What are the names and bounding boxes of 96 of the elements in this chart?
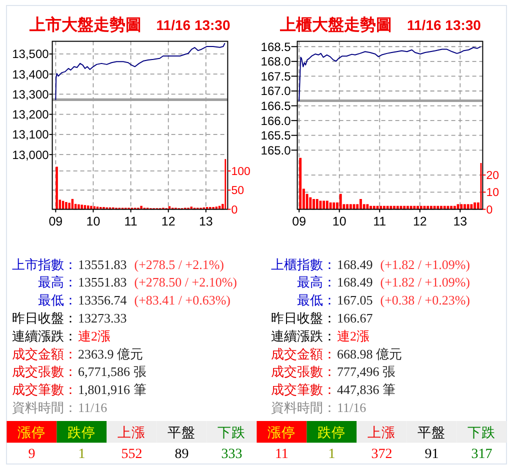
y2-tick-label: 10	[486, 187, 499, 200]
text: 11/16	[78, 400, 108, 415]
text: (+278.5 / +2.1%)	[134, 256, 224, 272]
text: (+1.82 / +1.09%)	[380, 256, 470, 272]
category-label: 漲停	[18, 424, 46, 440]
x-tick-label: 10	[86, 214, 100, 228]
data-label: 372	[371, 447, 392, 462]
text: 最低：	[38, 292, 77, 308]
category-label: 下跌	[468, 424, 496, 440]
text: 資料時間：	[12, 400, 77, 415]
x-tick-label: 10	[332, 214, 346, 228]
text: (+83.41 / +0.63%)	[134, 292, 231, 308]
text: 連2漲	[337, 328, 370, 344]
x-tick-label: 11	[124, 214, 138, 228]
text: (+1.82 / +1.09%)	[380, 274, 470, 290]
category-label: 上漲	[368, 424, 396, 440]
text: 447,836 筆	[337, 382, 396, 398]
subtitle: 11/16 13:30	[156, 17, 230, 33]
y-tick-label: 13,000	[12, 148, 50, 162]
text: 668.98 億元	[337, 346, 402, 362]
category-label: 漲停	[268, 424, 296, 440]
text: 2363.9 億元	[78, 346, 143, 362]
category-label: 平盤	[418, 424, 446, 440]
text: 168.49	[337, 256, 373, 272]
category-label: 跌停	[68, 424, 96, 440]
data-label: 91	[424, 447, 439, 462]
text: 連續漲跌：	[271, 328, 336, 344]
data-label: 333	[221, 447, 242, 462]
text: 成交金額：	[12, 346, 77, 362]
text: 上市指數：	[12, 256, 77, 272]
y2-tick-label: 100	[231, 166, 250, 178]
data-label: 9	[28, 447, 36, 462]
text: 成交張數：	[12, 364, 77, 380]
x-tick-label: 13	[198, 214, 213, 228]
y2-tick-label: 20	[486, 170, 499, 182]
y2-tick-label: 0	[486, 204, 493, 216]
data-label: 552	[121, 447, 142, 462]
text: 連續漲跌：	[12, 328, 77, 344]
y-tick-label: 167.5	[260, 69, 292, 84]
data-label: 317	[471, 447, 492, 462]
text: 成交張數：	[271, 364, 336, 380]
text: 昨日收盤：	[12, 310, 77, 326]
text: 11/16	[337, 400, 367, 415]
y-tick-label: 166.0	[260, 114, 292, 128]
text: (+0.38 / +0.23%)	[380, 292, 470, 308]
y-tick-label: 13,500	[12, 47, 50, 62]
text: 1,801,916 筆	[78, 382, 146, 398]
text: 昨日收盤：	[271, 310, 336, 326]
x-tick-label: 09	[48, 214, 63, 228]
text: 13551.83	[78, 256, 127, 272]
text: 上櫃指數：	[271, 256, 336, 272]
text: 13273.33	[78, 310, 127, 326]
y-tick-label: 165.0	[260, 143, 292, 158]
y-tick-label: 13,400	[12, 67, 50, 82]
text: 168.49	[337, 274, 373, 290]
text: 最低：	[297, 292, 336, 308]
y-tick-label: 168.5	[260, 40, 292, 54]
y-tick-label: 168.0	[260, 54, 292, 69]
text: 13551.83	[78, 274, 127, 290]
title: 上櫃大盤走勢圖	[280, 17, 392, 34]
text: 連2漲	[78, 328, 110, 344]
text: 最高：	[38, 274, 77, 290]
text: 成交金額：	[271, 346, 336, 362]
subtitle: 11/16 13:30	[407, 17, 481, 33]
x-tick-label: 13	[453, 214, 468, 228]
y-tick-label: 165.5	[260, 128, 292, 143]
text: 167.05	[337, 292, 373, 308]
text: 166.67	[337, 310, 374, 326]
text: 777,496 張	[337, 364, 396, 380]
text: 最高：	[297, 274, 336, 290]
y-tick-label: 13,300	[12, 87, 50, 102]
y-tick-label: 167.0	[260, 84, 292, 98]
y2-tick-label: 50	[231, 185, 244, 198]
y-tick-label: 166.5	[260, 98, 292, 113]
y-tick-label: 13,200	[12, 108, 50, 122]
text: 13356.74	[78, 292, 128, 308]
data-label: 11	[274, 447, 288, 462]
category-label: 跌停	[318, 424, 346, 440]
x-tick-label: 11	[373, 214, 386, 228]
data-label: 1	[78, 447, 86, 462]
category-label: 下跌	[218, 424, 246, 440]
y-tick-label: 13,100	[12, 128, 50, 142]
data-label: 1	[328, 447, 336, 462]
x-tick-label: 12	[161, 214, 176, 228]
text: 6,771,586 張	[78, 364, 146, 380]
x-tick-label: 12	[412, 214, 427, 228]
text: 資料時間：	[271, 400, 336, 415]
text: (+278.50 / +2.10%)	[134, 274, 238, 290]
y2-tick-label: 0	[231, 204, 238, 216]
x-tick-label: 09	[292, 214, 306, 228]
title: 上市大盤走勢圖	[29, 17, 142, 34]
text: 成交筆數：	[271, 382, 336, 398]
text: 成交筆數：	[12, 382, 77, 398]
category-label: 平盤	[168, 424, 196, 440]
data-label: 89	[174, 447, 189, 462]
category-label: 上漲	[118, 424, 146, 440]
